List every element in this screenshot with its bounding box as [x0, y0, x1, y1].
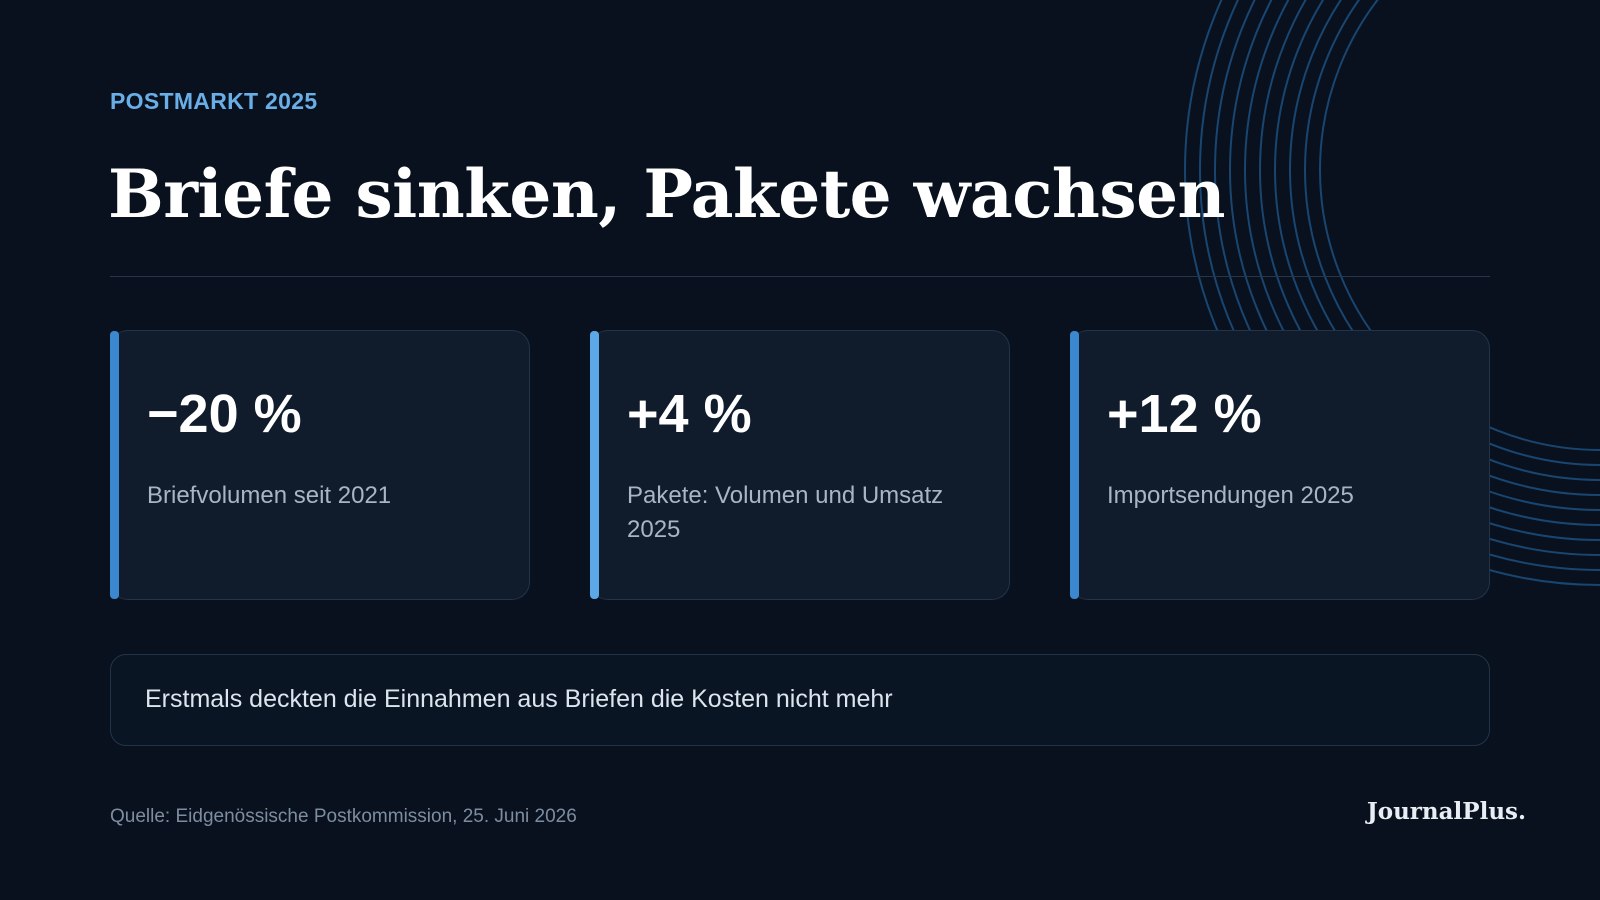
stat-card-pakete: +4 % Pakete: Volumen und Umsatz 2025	[590, 330, 1010, 600]
callout-text: Erstmals deckten die Einnahmen aus Brief…	[145, 685, 893, 713]
source-note: Quelle: Eidgenössische Postkommission, 2…	[110, 806, 577, 827]
page-title: Briefe sinken, Pakete wachsen	[108, 155, 1226, 233]
card-accent-bar	[1070, 331, 1079, 599]
stat-value: −20 %	[147, 384, 302, 444]
stat-value: +4 %	[627, 384, 752, 444]
stat-card-briefvolumen: −20 % Briefvolumen seit 2021	[110, 330, 530, 600]
stat-value: +12 %	[1107, 384, 1262, 444]
stat-label: Importsendungen 2025	[1107, 482, 1354, 509]
callout-box: Erstmals deckten die Einnahmen aus Brief…	[110, 654, 1490, 746]
divider	[110, 276, 1490, 277]
stat-card-importsendungen: +12 % Importsendungen 2025	[1070, 330, 1490, 600]
brand-logo: JournalPlus.	[1366, 798, 1526, 825]
card-accent-bar	[110, 331, 119, 599]
stat-label: Pakete: Volumen und Umsatz 2025	[627, 482, 944, 543]
kicker-label: POSTMARKT 2025	[110, 88, 318, 114]
card-accent-bar	[590, 331, 599, 599]
stat-label: Briefvolumen seit 2021	[147, 482, 392, 509]
